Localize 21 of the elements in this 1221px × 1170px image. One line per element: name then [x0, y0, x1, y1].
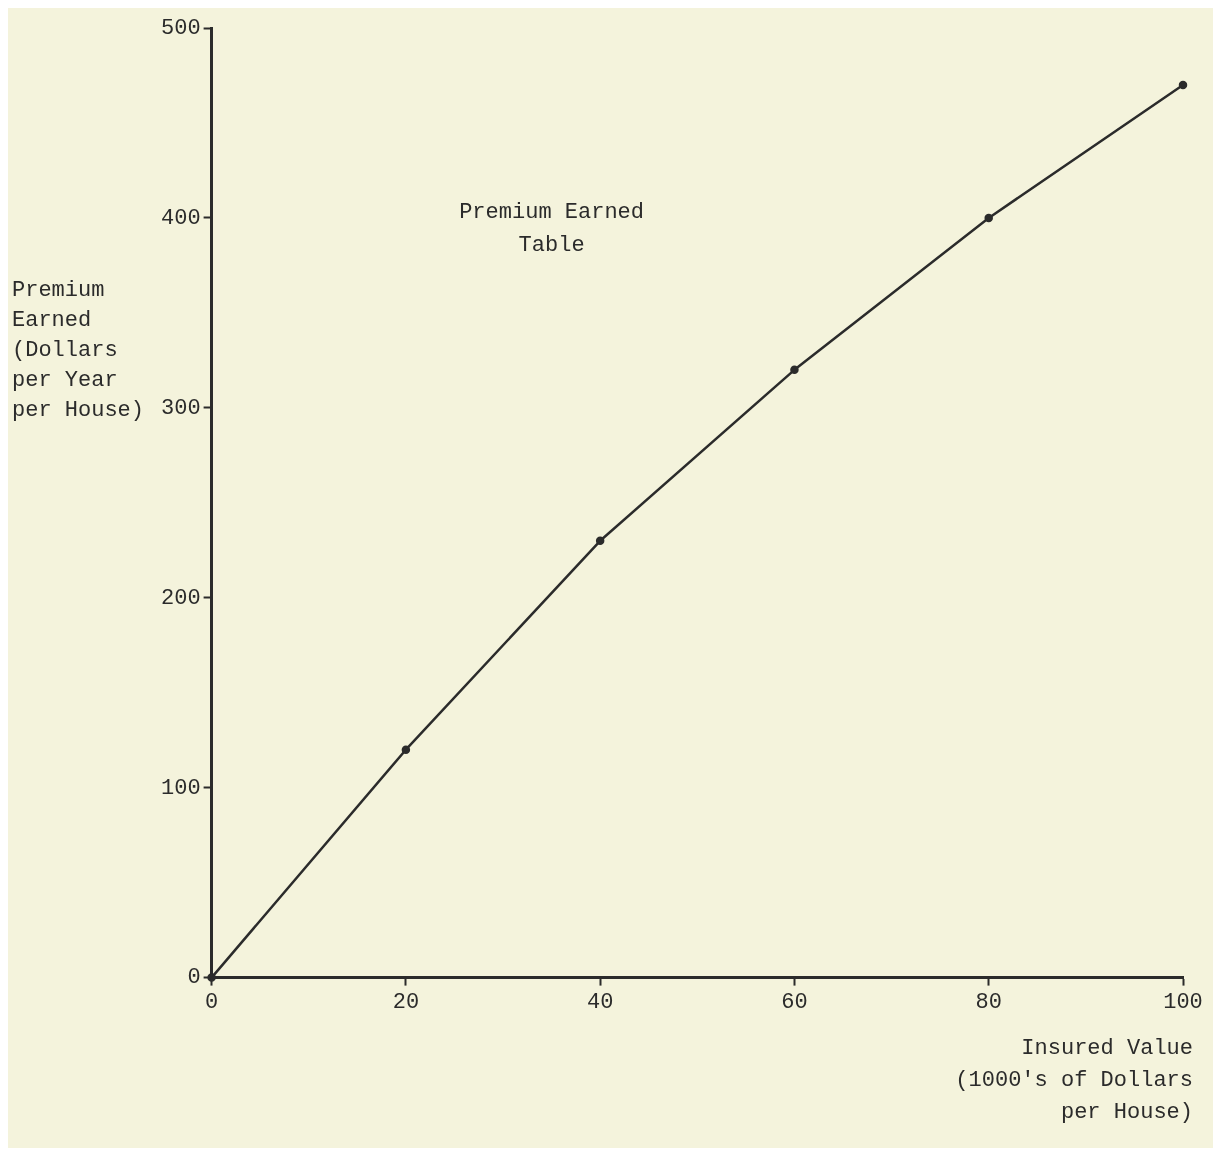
x-tick-label: 100	[1163, 989, 1203, 1015]
y-tick-label: 100	[161, 775, 201, 801]
point	[595, 536, 605, 546]
y-tick-label: 0	[187, 965, 201, 991]
x-tick-label: 0	[205, 989, 219, 1015]
x-tick-label: 80	[975, 989, 1002, 1015]
y-tick-label: 400	[161, 205, 201, 231]
y-tick-label: 500	[161, 15, 201, 41]
text: Premium Earned Table	[459, 199, 645, 258]
x-tick-label: 60	[781, 989, 808, 1015]
y-tick-label: 300	[161, 395, 201, 421]
point	[1178, 80, 1188, 90]
y-axis-title: Premium Earned (Dollars per Year per House)	[12, 277, 146, 425]
y-tick-label: 200	[161, 585, 201, 611]
x-axis-title: Insured Value (1000's of Dollars per House)	[954, 1035, 1193, 1127]
x-tick-label: 20	[392, 989, 420, 1015]
x-tick-label: 40	[586, 989, 614, 1015]
point	[790, 365, 799, 375]
point	[207, 973, 216, 982]
point	[401, 745, 411, 754]
point	[984, 213, 993, 223]
